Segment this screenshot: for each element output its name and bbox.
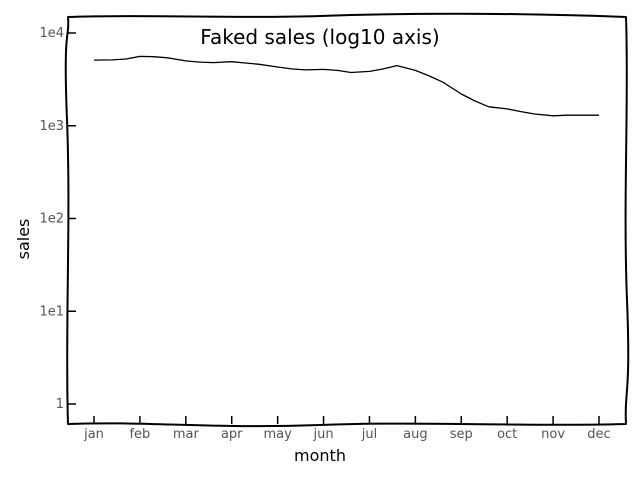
y-tick-label: 1e3 bbox=[39, 119, 64, 134]
y-tick-label: 1e2 bbox=[39, 212, 64, 227]
x-tick-label: aug bbox=[403, 427, 427, 442]
x-tick-label: oct bbox=[497, 427, 517, 442]
y-tick-label: 1e1 bbox=[39, 304, 64, 319]
x-axis-title: month bbox=[294, 446, 346, 465]
y-tick-label: 1e4 bbox=[39, 26, 64, 41]
x-axis: jan feb mar apr may jun jul aug sep oct nov dec bbox=[83, 416, 611, 442]
x-tick-label: feb bbox=[129, 427, 150, 442]
chart-title: Faked sales (log10 axis) bbox=[200, 25, 439, 49]
y-axis: 1 1e1 1e2 1e3 1e4 bbox=[39, 26, 76, 412]
x-tick-label: apr bbox=[221, 427, 243, 442]
x-tick-label: nov bbox=[541, 427, 565, 442]
y-axis-title: sales bbox=[14, 219, 33, 260]
x-tick-label: dec bbox=[587, 427, 610, 442]
plot-frame bbox=[64, 12, 630, 428]
y-tick-label: 1 bbox=[56, 397, 64, 412]
x-tick-label: may bbox=[263, 427, 292, 442]
x-tick-label: sep bbox=[450, 427, 473, 442]
x-tick-label: jul bbox=[361, 427, 377, 442]
x-tick-label: jun bbox=[312, 427, 333, 442]
series-layer bbox=[93, 55, 599, 117]
series-line bbox=[93, 55, 599, 117]
x-tick-label: mar bbox=[173, 427, 200, 442]
x-tick-label: jan bbox=[83, 427, 104, 442]
